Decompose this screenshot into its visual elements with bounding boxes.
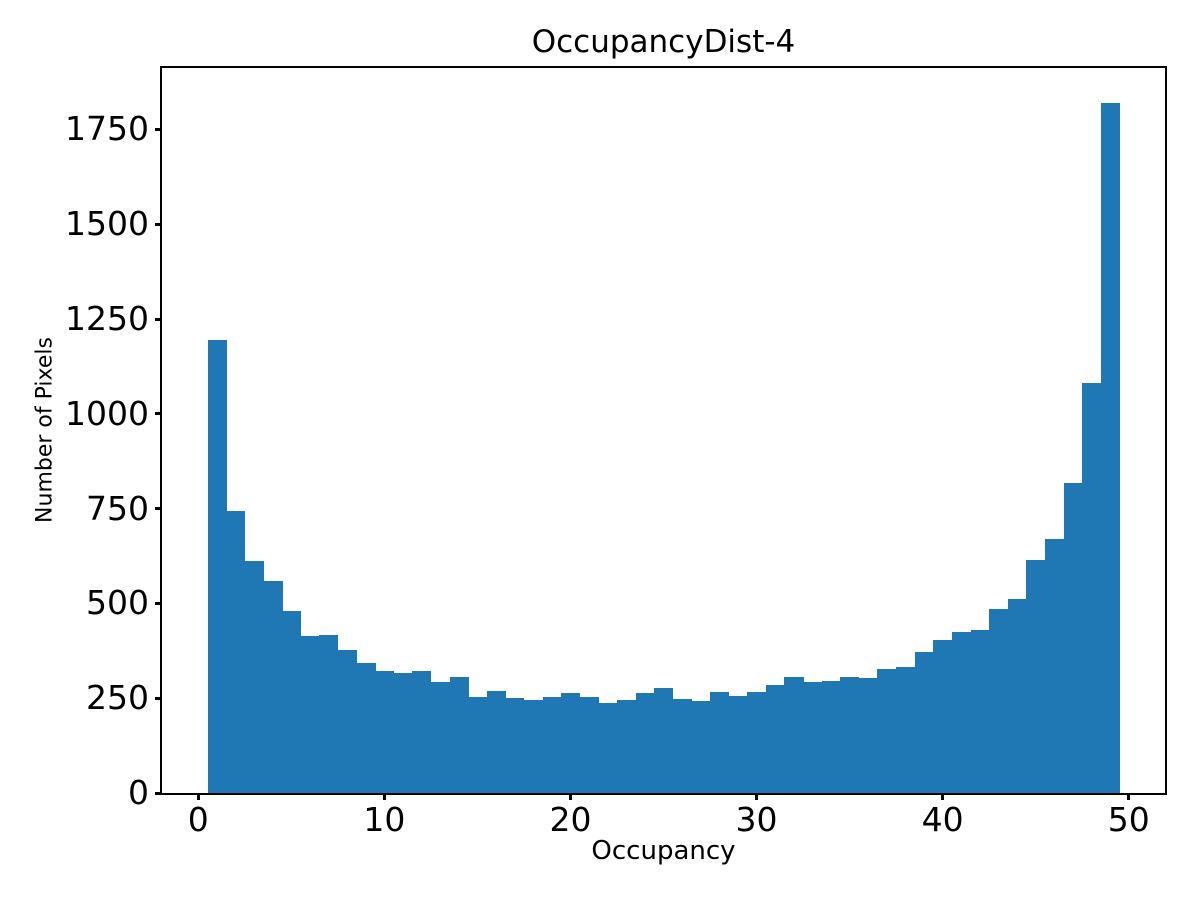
y-tick (155, 222, 162, 226)
y-tick (155, 507, 162, 511)
plot-area: 0 10 20 30 40 50 0 250 500 750 1000 1250 1500 1750 (65, 66, 1167, 838)
histogram-bar (282, 610, 302, 793)
y-tick-label: 1000 (65, 393, 149, 433)
x-tick-label: 40 (921, 800, 964, 839)
histogram-bar (710, 691, 730, 793)
x-tick (941, 793, 945, 800)
y-tick (155, 127, 162, 131)
histogram-bar (1026, 559, 1046, 793)
histogram-bar (486, 691, 506, 793)
histogram-bar (207, 339, 227, 793)
histogram-bar (393, 672, 413, 793)
y-tick-label: 500 (86, 583, 149, 623)
x-tick (568, 793, 572, 800)
histogram-bar (784, 677, 804, 793)
histogram-bar (244, 560, 264, 793)
histogram-bar (356, 662, 376, 793)
x-tick-label: 10 (363, 800, 406, 839)
histogram-bar (840, 676, 860, 793)
histogram-bar (226, 510, 246, 793)
x-tick-label: 30 (735, 800, 778, 839)
histogram-bar (505, 698, 525, 793)
histogram-bar (1044, 539, 1065, 793)
y-tick-label: 0 (128, 772, 149, 812)
histogram-bar (951, 632, 972, 793)
y-axis-label: Number of Pixels (32, 337, 58, 523)
histogram-bar (877, 669, 897, 793)
y-tick (155, 791, 162, 795)
histogram-bar (933, 640, 953, 793)
histogram-bar (375, 670, 395, 793)
y-tick-label: 1250 (65, 298, 149, 338)
x-axis-label: Occupancy (591, 836, 736, 866)
y-tick (155, 412, 162, 416)
bars-layer (162, 68, 1165, 793)
y-tick-label: 1750 (65, 109, 149, 149)
x-tick (196, 793, 200, 800)
chart-title: OccupancyDist-4 (531, 24, 796, 60)
x-tick-label: 20 (549, 800, 592, 839)
histogram-bar (449, 676, 469, 793)
histogram-bar (858, 678, 878, 793)
histogram-bar (561, 693, 581, 793)
x-tick-label: 50 (1107, 800, 1150, 839)
histogram-bar (542, 697, 562, 793)
y-tick (155, 601, 162, 605)
histogram-bar (1100, 102, 1120, 793)
histogram-bar (691, 701, 711, 793)
histogram-bar (970, 629, 990, 793)
histogram-bar (412, 671, 432, 793)
x-tick-label: 0 (187, 800, 209, 839)
y-tick (155, 696, 162, 700)
histogram-bar (896, 666, 916, 793)
histogram-bar (300, 636, 320, 793)
histogram-bar (728, 695, 748, 793)
histogram-bar (989, 609, 1009, 793)
histogram-bar (1082, 383, 1102, 793)
histogram-bar (654, 687, 674, 793)
histogram-bar (765, 684, 785, 793)
y-tick-label: 1500 (65, 204, 149, 244)
x-tick (1127, 793, 1131, 800)
y-tick-label: 250 (86, 678, 149, 718)
histogram-bar (635, 693, 655, 793)
x-tick (755, 793, 759, 800)
histogram-bar (747, 692, 767, 793)
histogram-bar (579, 697, 599, 793)
histogram-bar (468, 697, 488, 793)
histogram-bar (616, 700, 637, 793)
histogram-bar (821, 680, 841, 793)
histogram-bar (803, 682, 823, 793)
histogram-bar (914, 651, 934, 793)
histogram-bar (523, 699, 544, 793)
histogram-bar (1007, 599, 1027, 793)
histogram-bar (319, 634, 339, 793)
y-tick (155, 317, 162, 321)
x-tick (382, 793, 386, 800)
histogram-bar (598, 703, 618, 793)
histogram-bar (672, 698, 692, 793)
histogram-bar (1063, 482, 1083, 793)
histogram-bar (430, 681, 450, 793)
y-tick-label: 750 (86, 488, 149, 528)
histogram-bar (263, 580, 283, 793)
histogram-bar (337, 649, 357, 793)
